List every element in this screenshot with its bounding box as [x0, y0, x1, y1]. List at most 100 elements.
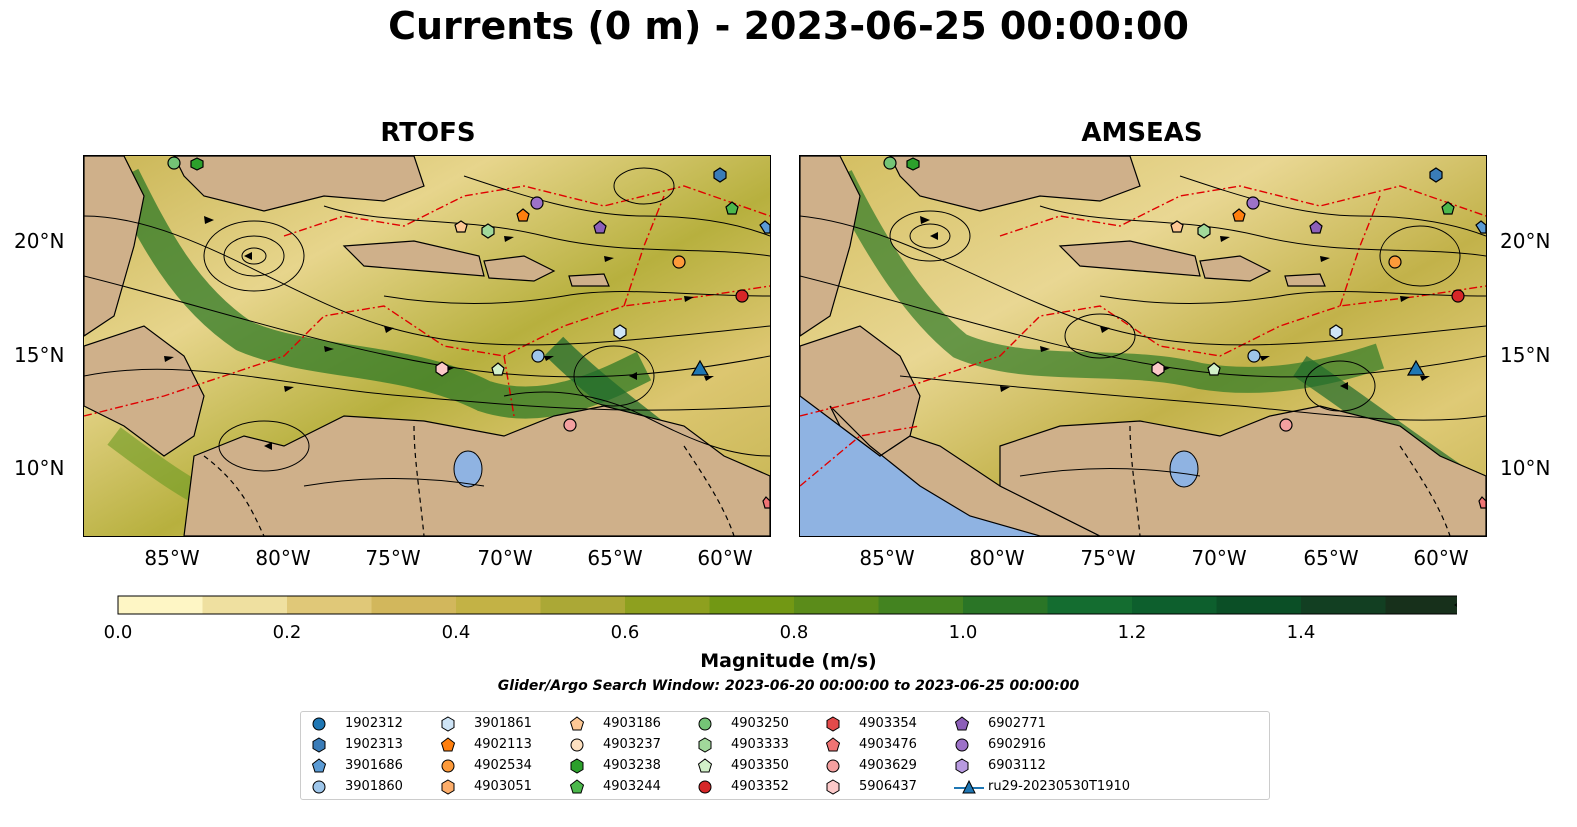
colorbar-cell	[625, 596, 711, 614]
legend-label: 4903238	[603, 758, 661, 773]
colorbar-cell	[1301, 596, 1387, 614]
legend-label: 1902313	[345, 737, 403, 752]
colorbar	[117, 595, 1457, 615]
legend-label: 4903354	[859, 716, 917, 731]
legend-marker-icon	[826, 759, 840, 773]
lat-label-20n-left: 20°N	[14, 229, 65, 253]
legend-label: 4903186	[603, 716, 661, 731]
colorbar-cell	[540, 596, 626, 614]
lon-label-65w-right: 65°W	[1303, 546, 1359, 570]
legend-marker-icon	[312, 780, 326, 794]
colorbar-cell	[1047, 596, 1133, 614]
lon-label-75w-right: 75°W	[1080, 546, 1136, 570]
map-canvas-rtofs	[84, 156, 770, 536]
lon-label-85w-right: 85°W	[859, 546, 915, 570]
legend-marker-icon	[570, 758, 584, 774]
lon-label-60w-left: 60°W	[697, 546, 753, 570]
colorbar-tick-label: 1.0	[948, 622, 978, 643]
legend-marker-icon	[441, 779, 455, 795]
colorbar-cell	[794, 596, 880, 614]
legend-label: 4903333	[731, 737, 789, 752]
legend-label: 4902113	[474, 737, 532, 752]
legend-marker-icon	[440, 737, 456, 752]
lon-label-70w-right: 70°W	[1191, 546, 1247, 570]
legend-marker-icon	[312, 737, 326, 753]
lon-label-80w-left: 80°W	[255, 546, 311, 570]
legend-label: 6903112	[988, 758, 1046, 773]
legend-label: 5906437	[859, 779, 917, 794]
legend-marker-icon	[569, 779, 585, 794]
legend-label: 4903051	[474, 779, 532, 794]
legend-marker-icon	[698, 737, 712, 753]
legend-marker-icon	[954, 716, 970, 731]
colorbar-cell	[456, 596, 542, 614]
legend-label: 4902534	[474, 758, 532, 773]
colorbar-cell	[1216, 596, 1302, 614]
legend-label: 6902771	[988, 716, 1046, 731]
colorbar-tick-label: 0.4	[441, 622, 471, 643]
legend-marker-icon	[825, 737, 841, 752]
lat-label-10n-right: 10°N	[1500, 456, 1551, 480]
legend-marker-icon	[441, 716, 455, 732]
legend-marker-icon	[955, 738, 969, 752]
colorbar-cell	[371, 596, 457, 614]
lon-label-60w-right: 60°W	[1413, 546, 1469, 570]
legend-marker-icon	[570, 738, 584, 752]
colorbar-tick-label: 0.6	[610, 622, 640, 643]
legend-marker-icon	[698, 780, 712, 794]
lon-label-85w-left: 85°W	[144, 546, 200, 570]
legend-marker-icon	[311, 758, 327, 773]
legend: 1902312 1902313 3901686 3901860 3901861 49021…	[300, 711, 1270, 800]
colorbar-cell	[878, 596, 964, 614]
legend-marker-icon	[441, 759, 455, 773]
legend-label: 3901686	[345, 758, 403, 773]
lon-label-80w-right: 80°W	[969, 546, 1025, 570]
lat-label-15n-right: 15°N	[1500, 343, 1551, 367]
legend-marker-icon	[954, 779, 984, 794]
legend-label: 4903476	[859, 737, 917, 752]
legend-label: 3901860	[345, 779, 403, 794]
map-panel-amseas	[799, 155, 1487, 537]
map-panel-rtofs	[83, 155, 771, 537]
lat-label-15n-left: 15°N	[14, 343, 65, 367]
legend-label: 1902312	[345, 716, 403, 731]
lat-label-10n-left: 10°N	[14, 456, 65, 480]
legend-label: 4903244	[603, 779, 661, 794]
colorbar-cell	[963, 596, 1049, 614]
colorbar-cell	[202, 596, 288, 614]
colorbar-tick-label: 0.0	[103, 622, 133, 643]
colorbar-tick-label: 1.2	[1117, 622, 1147, 643]
colorbar-cells	[117, 595, 1457, 615]
colorbar-tick-label: 0.8	[779, 622, 809, 643]
legend-marker-icon	[955, 758, 969, 774]
panel-title-rtofs: RTOFS	[380, 118, 476, 148]
figure-title: Currents (0 m) - 2023-06-25 00:00:00	[388, 4, 1189, 48]
legend-marker-icon	[569, 716, 585, 731]
legend-label: 6902916	[988, 737, 1046, 752]
colorbar-cell	[118, 596, 204, 614]
legend-marker-icon	[826, 779, 840, 795]
colorbar-cell	[709, 596, 795, 614]
legend-label: 3901861	[474, 716, 532, 731]
colorbar-tick-label: 1.4	[1286, 622, 1316, 643]
legend-label: 4903250	[731, 716, 789, 731]
legend-label: 4903352	[731, 779, 789, 794]
lon-label-75w-left: 75°W	[365, 546, 421, 570]
map-canvas-amseas	[800, 156, 1486, 536]
legend-label: ru29-20230530T1910	[988, 779, 1131, 794]
colorbar-cell	[287, 596, 373, 614]
search-window-text: Glider/Argo Search Window: 2023-06-20 00…	[497, 678, 1080, 694]
legend-label: 4903629	[859, 758, 917, 773]
lat-label-20n-right: 20°N	[1500, 229, 1551, 253]
legend-marker-icon	[698, 717, 712, 731]
lon-label-70w-left: 70°W	[477, 546, 533, 570]
lon-label-65w-left: 65°W	[587, 546, 643, 570]
colorbar-cell	[1132, 596, 1218, 614]
legend-label: 4903237	[603, 737, 661, 752]
panel-title-amseas: AMSEAS	[1081, 118, 1203, 148]
colorbar-cell	[1385, 596, 1457, 614]
legend-marker-icon	[697, 758, 713, 773]
legend-label: 4903350	[731, 758, 789, 773]
colorbar-tick-label: 0.2	[272, 622, 302, 643]
colorbar-frame	[117, 595, 1457, 615]
